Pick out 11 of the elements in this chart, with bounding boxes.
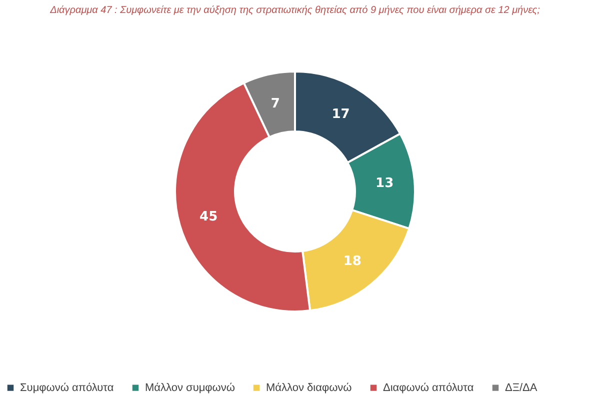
legend-label: Μάλλον συμφωνώ [145, 382, 236, 394]
legend-label: Μάλλον διαφωνώ [266, 382, 352, 394]
chart-title: Διάγραμμα 47 : Συμφωνείτε με την αύξηση της στρατιωτικής θητείας από 9 μήνες που είναι σήμερα σε 12 μήνες; [49, 5, 540, 16]
legend-label: ΔΞ/ΔΑ [505, 382, 538, 394]
data-label: 13 [376, 176, 394, 192]
data-label: 45 [200, 210, 218, 225]
data-label: 18 [343, 254, 362, 269]
legend-label: Διαφωνώ απόλυτα [383, 382, 474, 394]
data-label: 7 [270, 96, 280, 112]
legend-label: Συμφωνώ απόλυτα [20, 382, 114, 394]
data-label: 17 [332, 107, 350, 122]
